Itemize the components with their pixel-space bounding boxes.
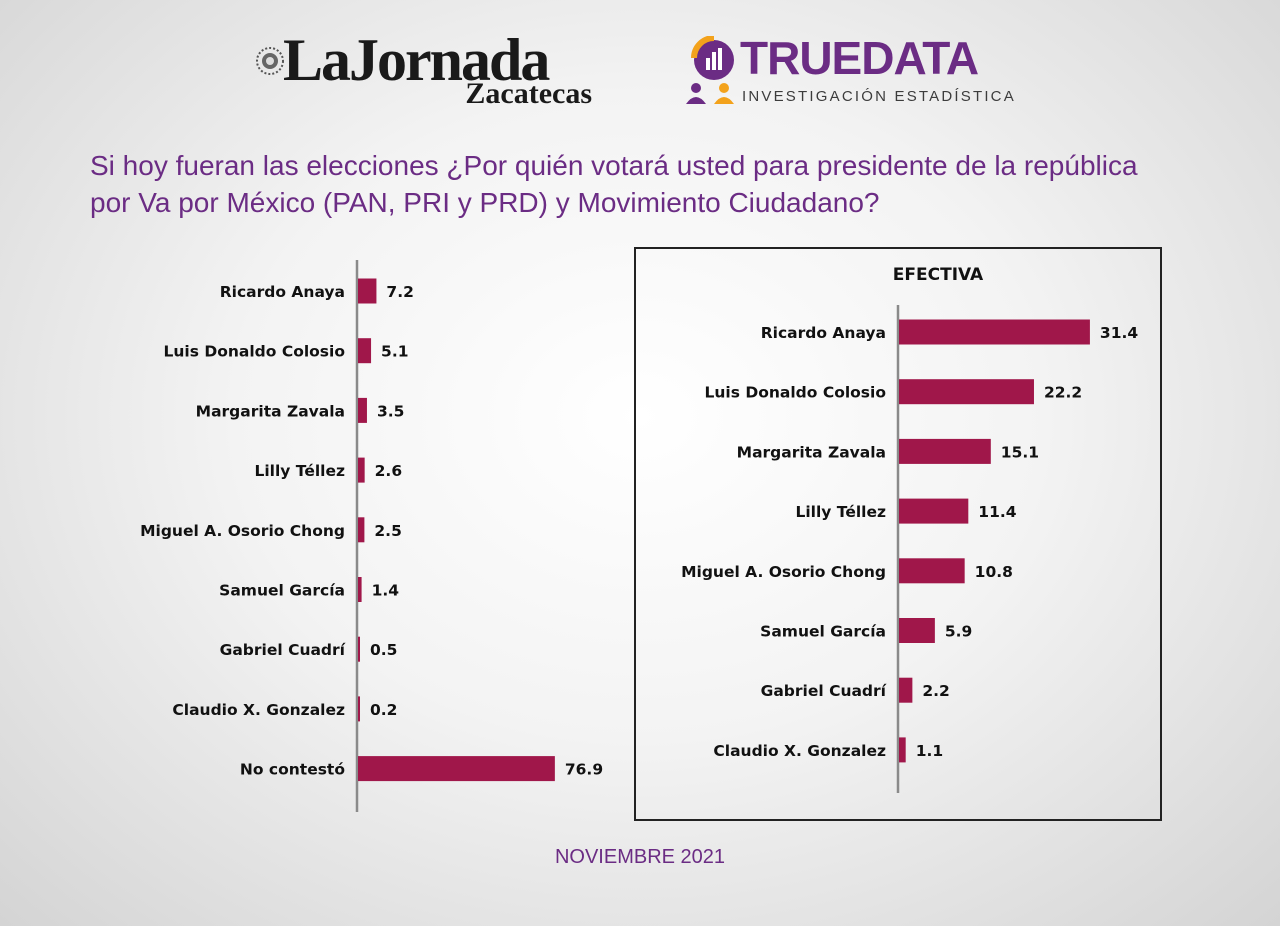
la-jornada-logo: LaJornada Zacatecas bbox=[255, 27, 600, 112]
left-value-label: 5.1 bbox=[381, 343, 408, 361]
left-bar bbox=[358, 696, 360, 722]
efectiva-value-label: 1.1 bbox=[916, 742, 943, 760]
efectiva-category-label: Ricardo Anaya bbox=[761, 324, 886, 342]
logo-right-sub: INVESTIGACIÓN ESTADÍSTICA bbox=[742, 88, 1016, 105]
efectiva-value-label: 5.9 bbox=[945, 623, 972, 641]
left-category-label: Samuel García bbox=[219, 582, 345, 600]
survey-question: Si hoy fueran las elecciones ¿Por quién … bbox=[90, 150, 1138, 218]
left-value-label: 2.6 bbox=[375, 462, 402, 480]
left-bar bbox=[358, 756, 555, 782]
efectiva-bar bbox=[899, 438, 991, 464]
efectiva-bar bbox=[899, 379, 1034, 405]
efectiva-value-label: 11.4 bbox=[978, 503, 1016, 521]
left-bar bbox=[358, 278, 377, 304]
efectiva-chart-title: EFECTIVA bbox=[893, 265, 984, 285]
left-value-label: 2.5 bbox=[374, 522, 401, 540]
efectiva-chart: EFECTIVA Ricardo Anaya 31.4 Luis Donaldo Co… bbox=[681, 265, 1138, 793]
efectiva-category-label: Claudio X. Gonzalez bbox=[713, 742, 886, 760]
left-bar bbox=[358, 457, 365, 483]
true-data-logo: TRUEDATA INVESTIGACIÓN ESTADÍSTICA bbox=[684, 32, 1029, 108]
efectiva-category-label: Gabriel Cuadrí bbox=[761, 682, 887, 700]
chat-bubble-chart-people-icon bbox=[686, 36, 734, 104]
sunburst-seal-icon bbox=[256, 47, 284, 75]
logo-right-main: TRUEDATA bbox=[740, 32, 979, 84]
left-value-label: 0.2 bbox=[370, 701, 397, 719]
efectiva-value-label: 2.2 bbox=[922, 682, 949, 700]
efectiva-bar bbox=[899, 737, 906, 763]
left-category-label: Gabriel Cuadrí bbox=[220, 641, 346, 659]
left-category-label: Lilly Téllez bbox=[254, 462, 345, 480]
left-value-label: 3.5 bbox=[377, 402, 404, 420]
efectiva-value-label: 10.8 bbox=[975, 563, 1013, 581]
left-category-label: Miguel A. Osorio Chong bbox=[140, 522, 345, 540]
left-category-label: Margarita Zavala bbox=[196, 402, 345, 420]
efectiva-bar bbox=[899, 498, 969, 524]
left-category-label: No contestó bbox=[240, 761, 345, 779]
efectiva-value-label: 15.1 bbox=[1001, 443, 1039, 461]
efectiva-category-label: Lilly Téllez bbox=[795, 503, 886, 521]
survey-date: NOVIEMBRE 2021 bbox=[554, 846, 726, 868]
logo-left-main: LaJornada bbox=[283, 27, 550, 93]
efectiva-bar bbox=[899, 558, 965, 584]
efectiva-bar bbox=[899, 319, 1090, 345]
efectiva-category-label: Miguel A. Osorio Chong bbox=[681, 563, 886, 581]
left-value-label: 76.9 bbox=[565, 761, 603, 779]
logo-left-sub: Zacatecas bbox=[465, 77, 592, 110]
efectiva-category-label: Luis Donaldo Colosio bbox=[705, 384, 886, 402]
left-value-label: 0.5 bbox=[370, 641, 397, 659]
efectiva-panel bbox=[634, 247, 1162, 821]
left-bar bbox=[358, 397, 367, 423]
efectiva-value-label: 31.4 bbox=[1100, 324, 1138, 342]
efectiva-category-label: Samuel García bbox=[760, 623, 886, 641]
efectiva-category-label: Margarita Zavala bbox=[737, 443, 886, 461]
left-value-label: 7.2 bbox=[386, 283, 413, 301]
left-bar bbox=[358, 517, 365, 543]
left-chart: Ricardo Anaya 7.2 Luis Donaldo Colosio 5.1 M… bbox=[140, 260, 603, 812]
left-value-label: 1.4 bbox=[372, 582, 400, 600]
left-category-label: Ricardo Anaya bbox=[220, 283, 345, 301]
left-bar bbox=[358, 338, 372, 364]
left-bar bbox=[358, 636, 360, 662]
left-category-label: Luis Donaldo Colosio bbox=[164, 343, 345, 361]
efectiva-value-label: 22.2 bbox=[1044, 384, 1082, 402]
left-category-label: Claudio X. Gonzalez bbox=[172, 701, 345, 719]
left-bar bbox=[358, 577, 362, 602]
efectiva-bar bbox=[899, 677, 913, 703]
efectiva-bar bbox=[899, 618, 935, 643]
